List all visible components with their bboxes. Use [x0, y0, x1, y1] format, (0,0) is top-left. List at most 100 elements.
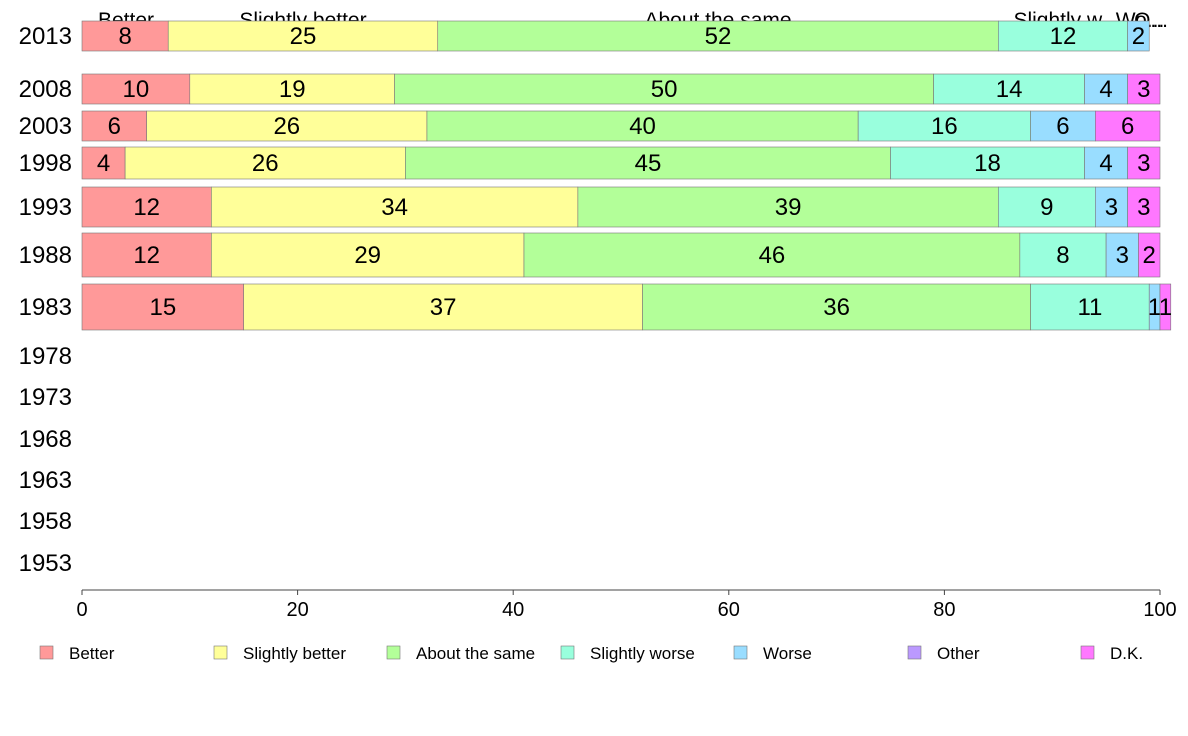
bar-segment-slightly-worse-2003	[857, 110, 1031, 142]
data-label-d-k-1993: 3	[1137, 194, 1150, 221]
year-label-1998: 1998	[19, 150, 72, 177]
year-label-1963: 1963	[19, 467, 72, 494]
year-label-2013: 2013	[19, 23, 72, 50]
data-label-d-k-1988: 2	[1143, 242, 1156, 269]
legend-label-slightly-worse: Slightly worse	[590, 644, 695, 663]
data-label-worse-1993: 3	[1105, 194, 1118, 221]
bar-segment-worse-1988	[1105, 232, 1139, 278]
bars-area: 8 25 52 12 210 19 50 14 4 36 26 40 16 6 64 26 45 18 4 312 34…	[81, 20, 1172, 331]
data-label-worse-2013: 2	[1132, 23, 1145, 50]
legend-swatch-about-the-same	[386, 645, 401, 660]
bar-segment-worse-2008	[1084, 73, 1128, 105]
legend-swatch-slightly-worse	[560, 645, 575, 660]
legend-swatch-other	[907, 645, 922, 660]
bar-segment-slightly-better-1993	[211, 186, 579, 228]
legend-swatch-slightly-better	[213, 645, 228, 660]
bar-segment-d-k-1988	[1138, 232, 1161, 278]
year-label-1953: 1953	[19, 550, 72, 577]
bar-segment-slightly-better-1998	[124, 146, 406, 180]
data-label-slightly-worse-2003: 16	[931, 113, 958, 140]
data-label-better-2008: 10	[123, 76, 150, 103]
bar-segment-slightly-better-1983	[243, 283, 643, 331]
data-label-better-2013: 8	[118, 23, 131, 50]
year-label-1988: 1988	[19, 242, 72, 269]
bar-segment-slightly-better-2013	[167, 20, 439, 52]
data-label-d-k-2003: 6	[1121, 113, 1134, 140]
data-label-better-2003: 6	[108, 113, 121, 140]
bar-segment-about-the-same-1983	[642, 283, 1031, 331]
legend-label-better: Better	[69, 644, 115, 663]
bar-segment-about-the-same-1993	[577, 186, 999, 228]
bar-segment-slightly-worse-1993	[997, 186, 1096, 228]
data-label-slightly-worse-1983: 11	[1077, 294, 1102, 321]
bar-segment-about-the-same-1998	[405, 146, 891, 180]
data-label-worse-1988: 3	[1116, 242, 1129, 269]
year-label-1983: 1983	[19, 294, 72, 321]
bar-segment-d-k-2008	[1127, 73, 1161, 105]
x-tick-label: 40	[502, 599, 524, 621]
bar-segment-slightly-worse-2013	[997, 20, 1128, 52]
data-label-about-the-same-2008: 50	[651, 76, 678, 103]
data-label-about-the-same-1998: 45	[635, 150, 662, 177]
data-label-about-the-same-2003: 40	[629, 113, 656, 140]
data-label-worse-1998: 4	[1099, 150, 1112, 177]
bar-segment-worse-2003	[1030, 110, 1096, 142]
data-label-better-1988: 12	[133, 242, 160, 269]
data-label-slightly-better-1998: 26	[252, 150, 279, 177]
bar-segment-about-the-same-2003	[426, 110, 859, 142]
data-label-about-the-same-1988: 46	[759, 242, 786, 269]
bar-segment-better-1983	[81, 283, 244, 331]
legend: Better Slightly better About the same Sligh…	[39, 644, 1143, 663]
bar-segment-about-the-same-2008	[394, 73, 934, 105]
year-label-1958: 1958	[19, 508, 72, 535]
data-label-slightly-better-1983: 37	[430, 294, 457, 321]
bar-segment-about-the-same-1988	[523, 232, 1021, 278]
legend-swatch-d-k	[1080, 645, 1095, 660]
data-label-d-k-1998: 3	[1137, 150, 1150, 177]
x-axis: 0 20 40 60 80 100	[76, 589, 1177, 621]
year-axis: 2013 2008 2003 1998 1993 1988 1983 1978 1973 1968…	[19, 23, 72, 577]
x-tick-label: 20	[286, 599, 308, 621]
bar-segment-worse-2013	[1127, 20, 1150, 52]
data-label-slightly-worse-2013: 12	[1050, 23, 1077, 50]
bar-segment-d-k-2003	[1095, 110, 1161, 142]
data-label-better-1998: 4	[97, 150, 110, 177]
bar-segment-d-k-1983	[1159, 283, 1172, 331]
x-tick-label: 100	[1143, 599, 1176, 621]
bar-segment-slightly-better-2008	[189, 73, 395, 105]
data-label-slightly-worse-1998: 18	[974, 150, 1001, 177]
legend-label-other: Other	[937, 644, 980, 663]
bar-segment-slightly-worse-1988	[1019, 232, 1107, 278]
year-label-2008: 2008	[19, 76, 72, 103]
year-label-1968: 1968	[19, 426, 72, 453]
bar-segment-better-2003	[81, 110, 147, 142]
data-label-slightly-better-2003: 26	[273, 113, 300, 140]
data-label-about-the-same-1993: 39	[775, 194, 802, 221]
data-label-worse-2008: 4	[1099, 76, 1112, 103]
data-label-d-k-2008: 3	[1137, 76, 1150, 103]
data-label-better-1993: 12	[133, 194, 160, 221]
x-tick-label: 60	[718, 599, 740, 621]
bar-segment-slightly-better-2003	[146, 110, 428, 142]
legend-label-slightly-better: Slightly better	[243, 644, 346, 663]
data-label-slightly-worse-1993: 9	[1040, 194, 1053, 221]
data-label-slightly-better-1988: 29	[354, 242, 381, 269]
bar-segment-about-the-same-2013	[437, 20, 999, 52]
data-label-slightly-better-1993: 34	[381, 194, 408, 221]
legend-label-worse: Worse	[763, 644, 812, 663]
data-label-worse-2003: 6	[1056, 113, 1069, 140]
year-label-1978: 1978	[19, 343, 72, 370]
data-label-about-the-same-1983: 36	[823, 294, 850, 321]
year-label-2003: 2003	[19, 113, 72, 140]
data-label-slightly-worse-1988: 8	[1056, 242, 1069, 269]
bar-segment-d-k-1998	[1127, 146, 1161, 180]
data-label-d-k-1983: 1	[1159, 294, 1172, 321]
legend-label-d-k: D.K.	[1110, 644, 1143, 663]
data-label-better-1983: 15	[149, 294, 176, 321]
legend-label-about-the-same: About the same	[416, 644, 535, 663]
bar-segment-d-k-1993	[1127, 186, 1161, 228]
data-label-slightly-better-2013: 25	[290, 23, 317, 50]
x-tick-label: 80	[933, 599, 955, 621]
legend-swatch-better	[39, 645, 54, 660]
